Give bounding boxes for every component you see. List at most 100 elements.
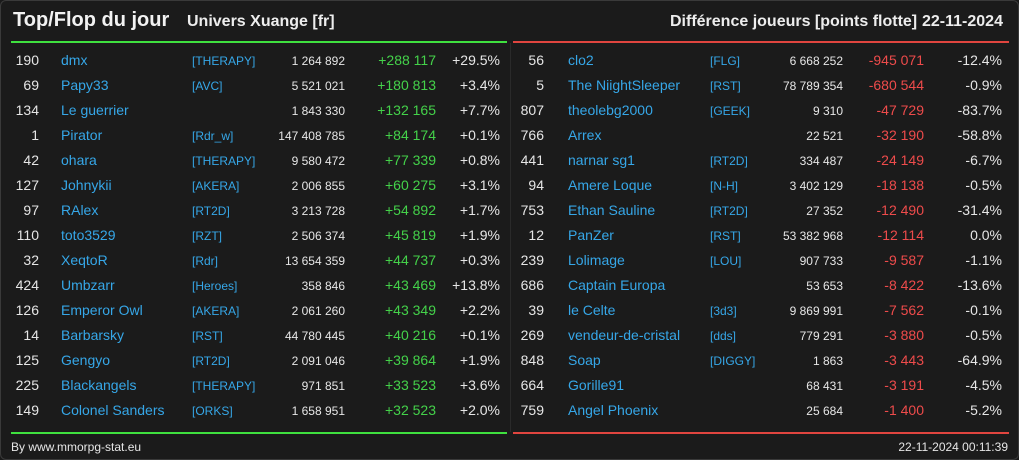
alliance-tag-link[interactable]: [RT2D] bbox=[192, 204, 230, 218]
alliance-tag-link[interactable]: [LOU] bbox=[710, 254, 742, 268]
percent-change: -83.7% bbox=[957, 102, 1002, 118]
player-name-link[interactable]: Barbarsky bbox=[61, 327, 125, 343]
player-name-link[interactable]: Arrex bbox=[568, 127, 602, 143]
player-name-link[interactable]: Gengyo bbox=[61, 352, 111, 368]
player-rank: 424 bbox=[15, 277, 39, 293]
percent-change: -12.4% bbox=[957, 52, 1002, 68]
alliance-tag-link[interactable]: [RST] bbox=[192, 329, 223, 343]
player-points: 9 310 bbox=[812, 104, 843, 118]
player-name-link[interactable]: Papy33 bbox=[61, 77, 109, 93]
player-name-link[interactable]: Captain Europa bbox=[568, 277, 666, 293]
player-points: 53 382 968 bbox=[782, 229, 843, 243]
player-name-link[interactable]: Amere Loque bbox=[568, 177, 653, 193]
player-rank: 126 bbox=[15, 302, 39, 318]
points-delta: -7 562 bbox=[884, 302, 924, 318]
alliance-tag-link[interactable]: [THERAPY] bbox=[192, 54, 256, 68]
alliance-tag-link[interactable]: [RST] bbox=[710, 79, 741, 93]
alliance-tag-link[interactable]: [ORKS] bbox=[192, 404, 233, 418]
player-rank: 127 bbox=[15, 177, 39, 193]
player-name-link[interactable]: Ethan Sauline bbox=[568, 202, 656, 218]
player-name-link[interactable]: Colonel Sanders bbox=[61, 402, 165, 418]
player-name-link[interactable]: theolebg2000 bbox=[568, 102, 653, 118]
player-name-link[interactable]: ohara bbox=[61, 152, 97, 168]
player-name-link[interactable]: Blackangels bbox=[61, 377, 137, 393]
player-rank: 686 bbox=[520, 277, 544, 293]
alliance-tag-link[interactable]: [DIGGY] bbox=[710, 354, 756, 368]
player-points: 13 654 359 bbox=[284, 254, 345, 268]
player-name-link[interactable]: clo2 bbox=[568, 52, 594, 68]
points-delta: -12 490 bbox=[876, 202, 924, 218]
alliance-tag-link[interactable]: [GEEK] bbox=[710, 104, 751, 118]
alliance-tag-link[interactable]: [AVC] bbox=[192, 79, 223, 93]
flop-row: 848 Soap [DIGGY] 1 863 -3 443 -64.9% bbox=[514, 348, 1012, 373]
player-name-link[interactable]: PanZer bbox=[568, 227, 614, 243]
player-points: 2 506 374 bbox=[291, 229, 345, 243]
alliance-tag-link[interactable]: [FLG] bbox=[710, 54, 741, 68]
flop-row: 441 narnar sg1 [RT2D] 334 487 -24 149 -6.7% bbox=[514, 148, 1012, 173]
alliance-tag-link[interactable]: [AKERA] bbox=[192, 179, 240, 193]
player-name-link[interactable]: dmx bbox=[61, 52, 88, 68]
player-points: 907 733 bbox=[799, 254, 843, 268]
player-rank: 848 bbox=[520, 352, 544, 368]
player-rank: 12 bbox=[528, 227, 544, 243]
footer-timestamp: 22-11-2024 00:11:39 bbox=[898, 440, 1008, 454]
player-name-link[interactable]: RAlex bbox=[61, 202, 99, 218]
player-name-link[interactable]: le Celte bbox=[568, 302, 616, 318]
player-rank: 110 bbox=[16, 227, 39, 243]
player-rank: 56 bbox=[528, 52, 544, 68]
percent-change: -4.5% bbox=[965, 377, 1002, 393]
alliance-tag-link[interactable]: [Rdr] bbox=[192, 254, 219, 268]
alliance-tag-link[interactable]: [RT2D] bbox=[710, 204, 748, 218]
alliance-tag-link[interactable]: [Rdr_w] bbox=[192, 129, 234, 143]
alliance-tag-link[interactable]: [dds] bbox=[710, 329, 737, 343]
percent-change: -5.2% bbox=[965, 402, 1002, 418]
flop-row: 12 PanZer [RST] 53 382 968 -12 114 0.0% bbox=[514, 223, 1012, 248]
player-name-link[interactable]: Johnykii bbox=[61, 177, 112, 193]
alliance-tag-link[interactable]: [RST] bbox=[710, 229, 741, 243]
top-row: 126 Emperor Owl [AKERA] 2 061 260 +43 349 +2.… bbox=[9, 298, 507, 323]
points-delta: +33 523 bbox=[385, 377, 436, 393]
flop-row: 664 Gorille91 68 431 -3 191 -4.5% bbox=[514, 373, 1012, 398]
alliance-tag-link[interactable]: [THERAPY] bbox=[192, 154, 256, 168]
player-name-link[interactable]: toto3529 bbox=[61, 227, 116, 243]
player-name-link[interactable]: Gorille91 bbox=[568, 377, 625, 393]
points-delta: +288 117 bbox=[378, 52, 436, 68]
player-name-link[interactable]: Pirator bbox=[61, 127, 103, 143]
top-row: 424 Umbzarr [Heroes] 358 846 +43 469 +13.8% bbox=[9, 273, 507, 298]
player-name-link[interactable]: Angel Phoenix bbox=[568, 402, 659, 418]
percent-change: +2.0% bbox=[459, 402, 500, 418]
alliance-tag-link[interactable]: [3d3] bbox=[710, 304, 737, 318]
percent-change: +0.8% bbox=[459, 152, 500, 168]
points-delta: -32 190 bbox=[876, 127, 924, 143]
player-name-link[interactable]: Lolimage bbox=[568, 252, 625, 268]
player-rank: 42 bbox=[23, 152, 39, 168]
alliance-tag-link[interactable]: [Heroes] bbox=[192, 279, 238, 293]
points-delta: -8 422 bbox=[884, 277, 924, 293]
flop-row: 753 Ethan Sauline [RT2D] 27 352 -12 490 -31.4… bbox=[514, 198, 1012, 223]
player-name-link[interactable]: Soap bbox=[568, 352, 601, 368]
player-name-link[interactable]: Le guerrier bbox=[61, 102, 129, 118]
player-name-link[interactable]: XeqtoR bbox=[61, 252, 108, 268]
points-delta: +40 216 bbox=[385, 327, 436, 343]
points-delta: -3 880 bbox=[884, 327, 924, 343]
player-name-link[interactable]: Umbzarr bbox=[61, 277, 115, 293]
percent-change: +0.1% bbox=[459, 127, 500, 143]
player-name-link[interactable]: Emperor Owl bbox=[61, 302, 143, 318]
flop-row: 686 Captain Europa 53 653 -8 422 -13.6% bbox=[514, 273, 1012, 298]
alliance-tag-link[interactable]: [AKERA] bbox=[192, 304, 240, 318]
points-delta: -1 400 bbox=[884, 402, 924, 418]
alliance-tag-link[interactable]: [RZT] bbox=[192, 229, 222, 243]
percent-change: -58.8% bbox=[957, 127, 1002, 143]
points-delta: +43 469 bbox=[385, 277, 436, 293]
alliance-tag-link[interactable]: [RT2D] bbox=[710, 154, 748, 168]
top-row: 32 XeqtoR [Rdr] 13 654 359 +44 737 +0.3% bbox=[9, 248, 507, 273]
player-name-link[interactable]: The NiightSleeper bbox=[568, 77, 681, 93]
percent-change: -6.7% bbox=[965, 152, 1002, 168]
player-name-link[interactable]: vendeur-de-cristal bbox=[568, 327, 681, 343]
alliance-tag-link[interactable]: [N-H] bbox=[710, 179, 738, 193]
alliance-tag-link[interactable]: [RT2D] bbox=[192, 354, 230, 368]
alliance-tag-link[interactable]: [THERAPY] bbox=[192, 379, 256, 393]
universe-label: Univers Xuange [fr] bbox=[187, 13, 335, 30]
player-name-link[interactable]: narnar sg1 bbox=[568, 152, 635, 168]
percent-change: -0.5% bbox=[965, 177, 1002, 193]
